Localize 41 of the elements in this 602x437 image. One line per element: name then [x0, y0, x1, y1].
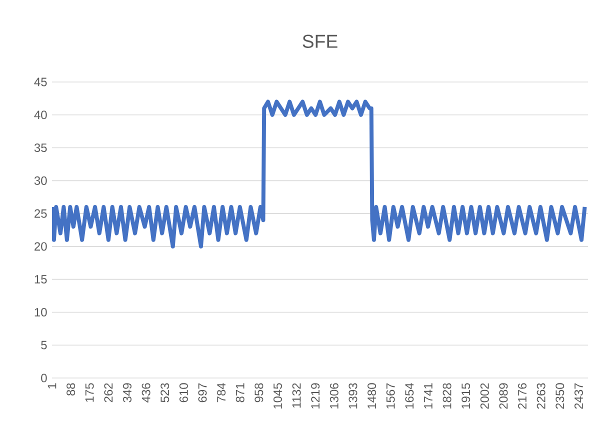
x-tick-label: 1480 — [368, 383, 376, 408]
y-tick-label: 45 — [34, 78, 47, 86]
x-tick-label: 2176 — [518, 383, 527, 409]
x-tick-label: 88 — [66, 383, 76, 396]
x-tick-label: 1045 — [273, 383, 282, 408]
x-tick-label: 436 — [142, 383, 150, 402]
y-tick-label: 20 — [34, 242, 47, 251]
y-tick-label: 40 — [34, 110, 47, 120]
x-tick-label: 1393 — [348, 383, 358, 408]
x-tick-label: 2263 — [536, 383, 546, 409]
y-tick-label: 30 — [34, 176, 47, 185]
y-tick-label: 15 — [34, 275, 47, 284]
y-tick-label: 35 — [34, 144, 47, 152]
x-tick-label: 349 — [122, 383, 132, 402]
line-series — [52, 100, 587, 248]
x-tick-label: 697 — [198, 383, 207, 402]
y-tick-label: 5 — [41, 340, 47, 350]
x-tick-label: 958 — [254, 383, 264, 402]
x-tick-label: 1 — [48, 383, 56, 388]
x-tick-label: 1567 — [386, 383, 395, 408]
x-tick-label: 1741 — [424, 383, 432, 408]
x-tick-label: 2089 — [499, 383, 508, 409]
x-tick-label: 1306 — [330, 383, 338, 408]
y-tick-label: 25 — [34, 209, 47, 218]
x-tick-label: 1132 — [292, 383, 301, 408]
y-tick-label: 0 — [41, 374, 47, 382]
y-tick-label: 10 — [34, 308, 47, 316]
x-tick-label: 784 — [217, 383, 226, 402]
x-tick-label: 2437 — [574, 383, 583, 409]
x-tick-label: 262 — [104, 383, 113, 402]
x-tick-label: 1915 — [462, 383, 470, 408]
x-tick-label: 1828 — [442, 383, 452, 408]
x-tick-label: 175 — [85, 383, 94, 402]
x-tick-label: 1654 — [405, 383, 414, 408]
x-tick-label: 871 — [236, 383, 244, 402]
x-tick-label: 610 — [179, 383, 188, 402]
x-tick-label: 523 — [160, 383, 170, 402]
chart-title: SFE — [302, 34, 338, 48]
x-tick-label: 2002 — [480, 383, 489, 409]
x-tick-label: 2350 — [556, 383, 564, 409]
x-tick-label: 1219 — [311, 383, 320, 408]
